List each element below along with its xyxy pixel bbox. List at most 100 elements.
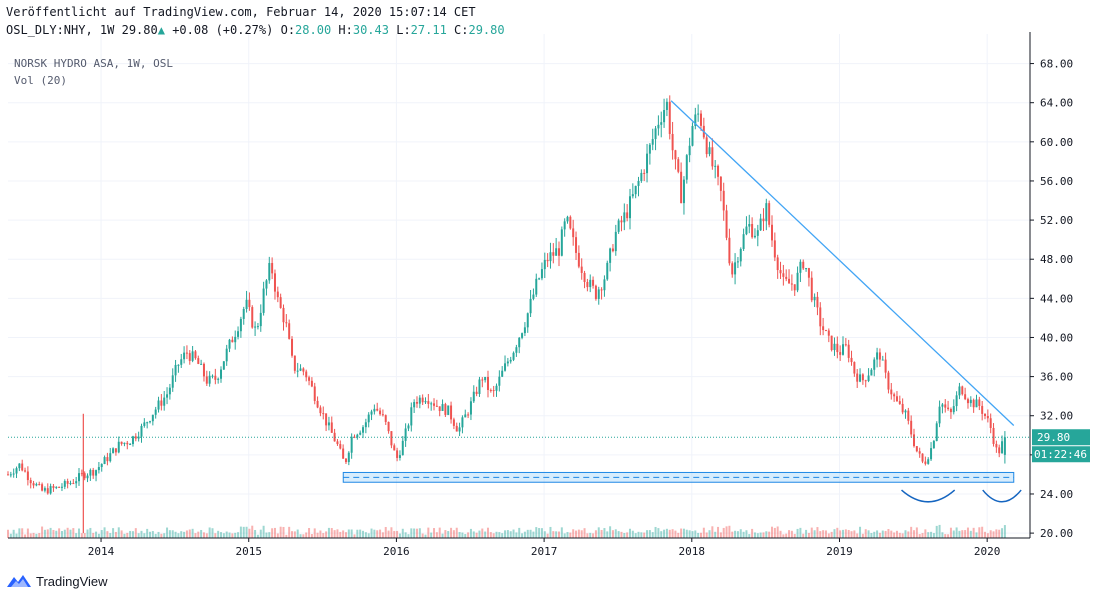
candle-body-351 xyxy=(1003,437,1006,455)
volume-bar-224 xyxy=(643,532,646,538)
volume-bar-145 xyxy=(418,528,421,538)
volume-bar-255 xyxy=(731,531,734,538)
volume-bar-321 xyxy=(918,534,921,538)
volume-bar-120 xyxy=(347,529,350,538)
volume-bar-28 xyxy=(86,529,89,538)
volume-bar-213 xyxy=(611,530,614,538)
volume-bar-279 xyxy=(799,527,802,538)
candle-body-72 xyxy=(211,375,214,377)
candle-body-110 xyxy=(319,407,322,414)
volume-bar-173 xyxy=(498,532,501,538)
candle-body-104 xyxy=(302,368,305,372)
volume-bar-86 xyxy=(251,525,254,538)
candle-body-191 xyxy=(549,252,552,262)
candle-body-85 xyxy=(248,299,251,308)
candle-body-162 xyxy=(467,414,470,416)
volume-bar-102 xyxy=(296,529,299,538)
volume-bar-347 xyxy=(992,531,995,538)
volume-bar-139 xyxy=(401,528,404,538)
candle-body-9 xyxy=(32,483,35,486)
candle-body-134 xyxy=(387,421,390,432)
volume-bar-26 xyxy=(80,533,83,538)
volume-bar-312 xyxy=(893,532,896,538)
candle-body-66 xyxy=(194,351,197,359)
candle-body-270 xyxy=(773,240,776,258)
candle-body-167 xyxy=(481,379,484,381)
candle-body-176 xyxy=(506,361,509,364)
candle-body-294 xyxy=(842,344,845,355)
x-tick-label-0: 2014 xyxy=(88,545,115,558)
volume-bar-267 xyxy=(765,531,768,538)
volume-bar-193 xyxy=(555,531,558,538)
volume-bar-278 xyxy=(796,528,799,538)
candle-body-142 xyxy=(410,407,413,426)
candle-body-165 xyxy=(475,391,478,394)
candle-body-205 xyxy=(589,279,592,288)
tradingview-logo-icon xyxy=(7,575,31,587)
candle-body-45 xyxy=(134,436,137,439)
volume-bar-191 xyxy=(549,526,552,538)
candle-body-138 xyxy=(398,455,401,458)
candle-body-127 xyxy=(367,414,370,423)
volume-bar-169 xyxy=(486,527,489,538)
volume-bar-307 xyxy=(878,532,881,538)
candle-body-206 xyxy=(592,279,595,286)
volume-bar-205 xyxy=(589,532,592,538)
volume-bar-61 xyxy=(180,531,183,538)
volume-bar-296 xyxy=(847,529,850,538)
volume-indicator-label[interactable]: Vol (20) xyxy=(14,74,67,87)
volume-bar-225 xyxy=(646,530,649,538)
volume-bar-338 xyxy=(966,527,969,538)
published-text: Veröffentlicht auf TradingView.com, Febr… xyxy=(6,5,476,19)
candle-body-214 xyxy=(614,231,617,252)
candle-body-317 xyxy=(907,410,910,421)
volume-bar-6 xyxy=(24,534,27,538)
candle-body-136 xyxy=(393,445,396,451)
volume-bar-112 xyxy=(325,531,328,538)
candle-body-344 xyxy=(984,413,987,417)
candle-body-69 xyxy=(202,363,205,377)
candle-body-251 xyxy=(719,176,722,191)
candle-body-229 xyxy=(657,124,660,129)
volume-bar-20 xyxy=(63,529,66,538)
candle-body-184 xyxy=(529,298,532,314)
candle-body-302 xyxy=(864,380,867,382)
candle-body-76 xyxy=(222,361,225,370)
candle-body-150 xyxy=(433,403,436,406)
volume-bar-142 xyxy=(410,528,413,538)
y-tick-label-7: 40.00 xyxy=(1040,331,1073,344)
volume-bar-149 xyxy=(430,532,433,538)
volume-bar-18 xyxy=(58,528,61,538)
volume-bar-42 xyxy=(126,532,129,538)
volume-bar-71 xyxy=(208,527,211,538)
candle-body-70 xyxy=(205,376,208,384)
chart-grid xyxy=(8,34,1030,538)
close-value: 29.80 xyxy=(468,23,505,37)
candle-body-319 xyxy=(913,434,916,447)
candle-body-143 xyxy=(413,402,416,408)
candle-body-144 xyxy=(415,402,418,404)
volume-bar-204 xyxy=(586,533,589,538)
volume-bar-125 xyxy=(362,530,365,538)
x-tick-label-4: 2018 xyxy=(679,545,706,558)
candle-body-271 xyxy=(776,257,779,271)
volume-bar-49 xyxy=(146,528,149,538)
volume-bar-194 xyxy=(557,531,560,538)
candle-body-252 xyxy=(722,190,725,211)
candle-body-91 xyxy=(265,280,268,289)
volume-bar-39 xyxy=(117,527,120,538)
candle-body-259 xyxy=(742,234,745,249)
volume-bar-94 xyxy=(273,527,276,538)
volume-bar-280 xyxy=(802,533,805,538)
candle-body-208 xyxy=(597,289,600,299)
volume-bar-258 xyxy=(739,529,742,538)
candle-body-41 xyxy=(123,442,126,444)
candle-body-56 xyxy=(166,394,169,398)
volume-bar-219 xyxy=(628,528,631,538)
candle-body-307 xyxy=(878,352,881,360)
candle-body-17 xyxy=(55,486,58,488)
volume-bar-323 xyxy=(924,529,927,538)
tradingview-branding[interactable]: TradingView xyxy=(6,571,108,591)
volume-bar-130 xyxy=(376,530,379,538)
